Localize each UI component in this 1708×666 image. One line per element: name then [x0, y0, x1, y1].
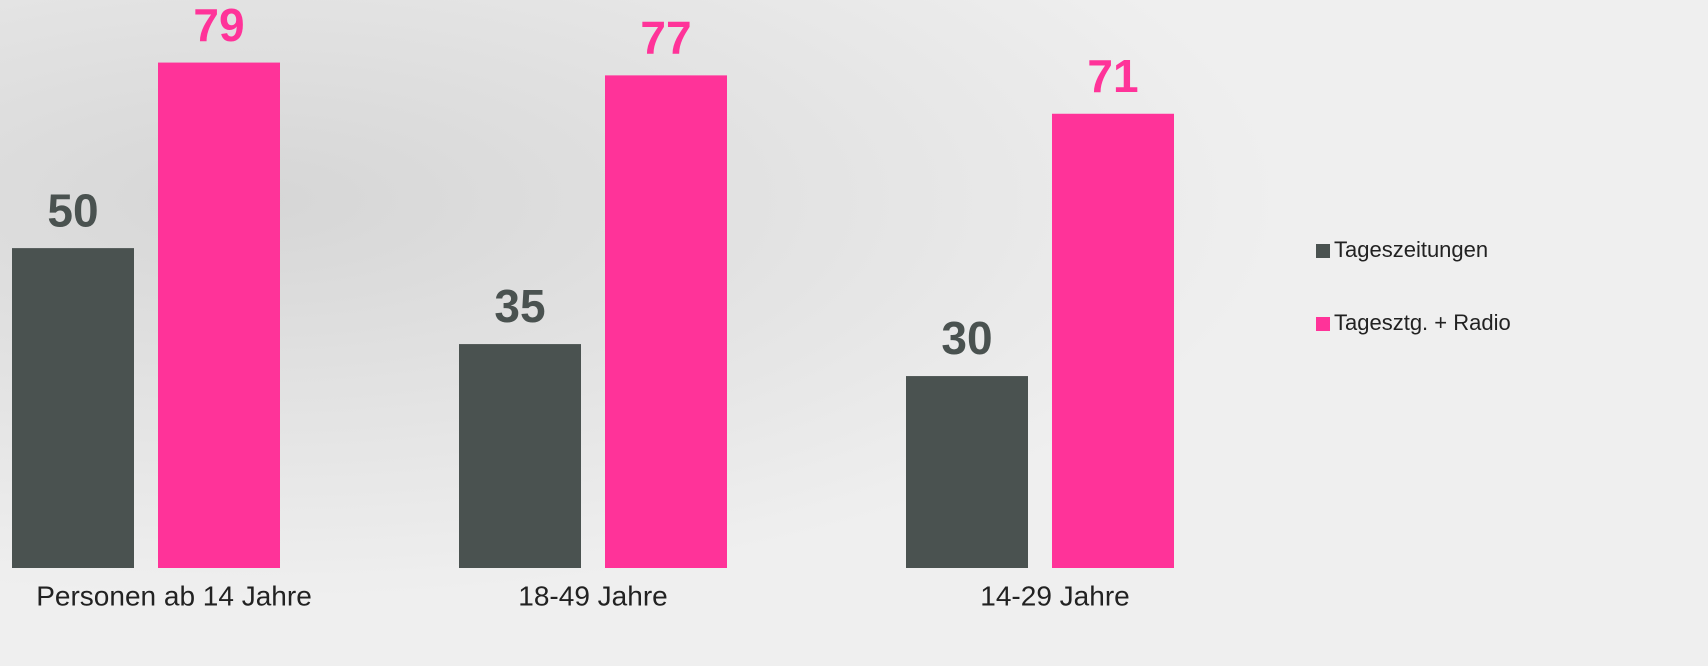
legend-label: Tagesztg. + Radio: [1334, 310, 1511, 335]
legend-swatch: [1316, 244, 1330, 258]
bar: [158, 63, 280, 568]
value-label: 79: [193, 0, 244, 51]
bar: [459, 344, 581, 568]
value-label: 35: [494, 280, 545, 332]
bar: [906, 376, 1028, 568]
value-label: 50: [47, 184, 98, 236]
x-tick-label: 18-49 Jahre: [518, 580, 667, 611]
x-tick-label: Personen ab 14 Jahre: [36, 580, 312, 611]
legend-label: Tageszeitungen: [1334, 237, 1488, 262]
bar: [605, 75, 727, 568]
value-label: 77: [640, 12, 691, 64]
bar: [12, 248, 134, 568]
value-label: 30: [941, 312, 992, 364]
bar: [1052, 114, 1174, 568]
page: 50 79 Personen ab 14 Jahre 35 77 18-49 Jahre 3…: [0, 0, 1708, 666]
x-tick-label: 14-29 Jahre: [980, 580, 1129, 611]
legend-swatch: [1316, 317, 1330, 331]
chart: 50 79 Personen ab 14 Jahre 35 77 18-49 Jahre 3…: [0, 0, 1708, 666]
value-label: 71: [1087, 50, 1138, 102]
